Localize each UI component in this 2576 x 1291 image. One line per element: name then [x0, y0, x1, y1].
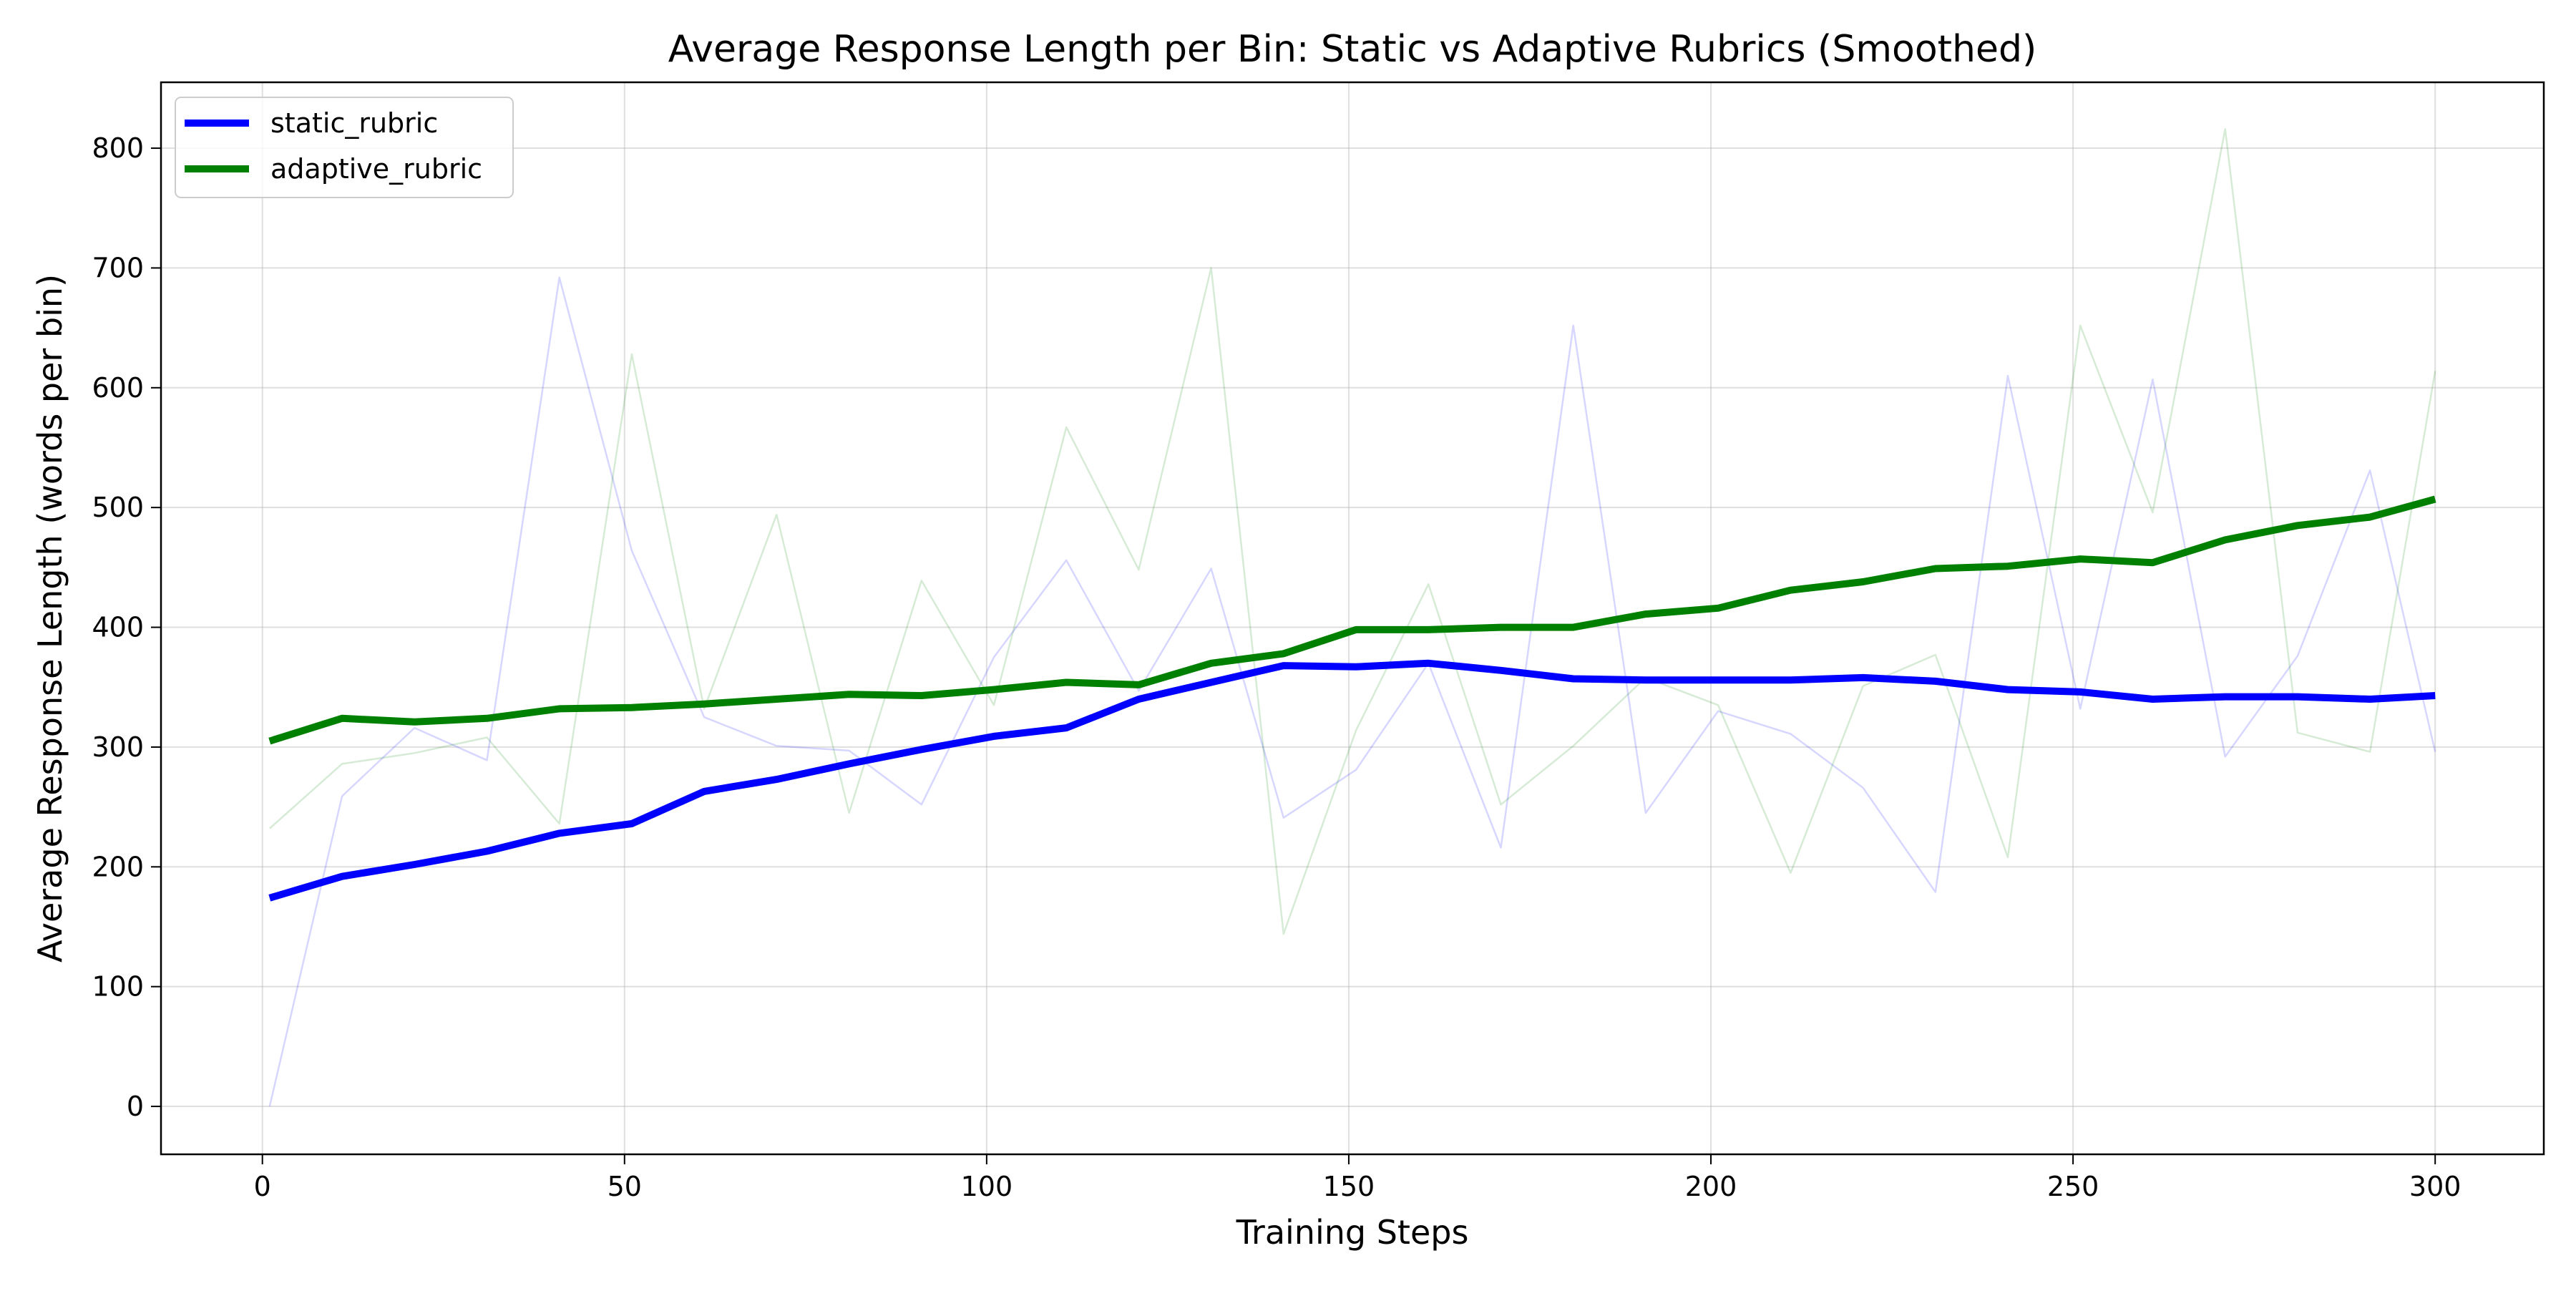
legend: static_rubric adaptive_rubric — [175, 97, 514, 198]
raw-line-static-rubric — [268, 276, 2436, 1107]
y-tick-label: 700 — [92, 252, 144, 283]
y-tick-label: 600 — [92, 372, 144, 404]
plot-frame — [160, 81, 2545, 1156]
series-line-static-rubric — [268, 659, 2436, 902]
x-tick-label: 200 — [1685, 1171, 1737, 1202]
x-tick-label: 50 — [608, 1171, 642, 1202]
x-axis-label: Training Steps — [1236, 1213, 1469, 1252]
raw-series-layer — [268, 128, 2436, 1107]
x-tick-label: 300 — [2409, 1171, 2462, 1202]
x-tick-label: 250 — [2047, 1171, 2099, 1202]
series-line-adaptive-rubric — [268, 495, 2436, 745]
axes: 0 50 100 150 200 250 300 0 100 200 300 400 500 600 700… — [92, 132, 2461, 1202]
y-tick-label: 0 — [127, 1091, 144, 1122]
legend-label: static_rubric — [270, 107, 438, 139]
y-tick-label: 800 — [92, 132, 144, 164]
y-tick-label: 400 — [92, 612, 144, 643]
x-tick-label: 0 — [254, 1171, 271, 1202]
y-axis-label: Average Response Length (words per bin) — [31, 274, 69, 963]
smoothed-series-layer — [268, 495, 2436, 902]
raw-line-adaptive-rubric — [268, 128, 2436, 935]
y-tick-label: 200 — [92, 851, 144, 882]
grid — [161, 82, 2544, 1154]
legend-label: adaptive_rubric — [270, 153, 482, 185]
x-tick-label: 150 — [1323, 1171, 1375, 1202]
legend-frame — [175, 97, 514, 198]
x-tick-label: 100 — [961, 1171, 1013, 1202]
chart-title: Average Response Length per Bin: Static … — [668, 28, 2037, 71]
y-tick-label: 300 — [92, 731, 144, 763]
y-tick-label: 500 — [92, 492, 144, 523]
y-tick-label: 100 — [92, 971, 144, 1003]
